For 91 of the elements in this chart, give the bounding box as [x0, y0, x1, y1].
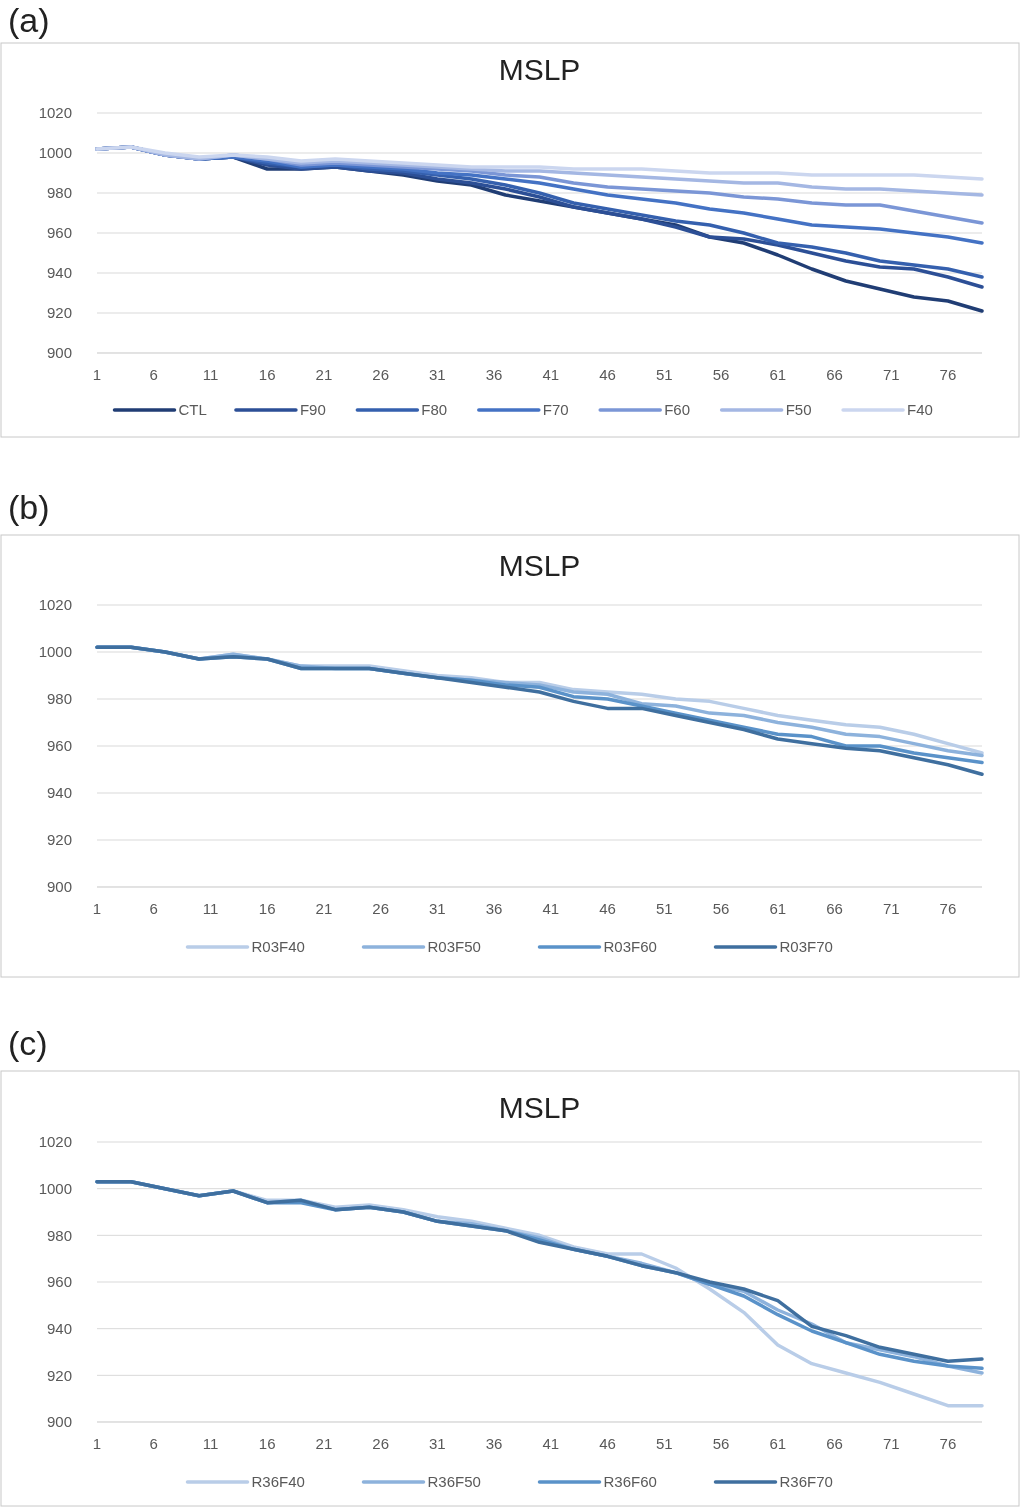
- x-tick-label: 21: [315, 1435, 333, 1453]
- legend-label: F80: [421, 401, 448, 419]
- x-tick-label: 26: [372, 900, 389, 918]
- y-tick-label: 960: [46, 224, 72, 242]
- x-tick-label: 6: [149, 1435, 158, 1453]
- legend-label: F60: [664, 401, 691, 419]
- x-tick-label: 61: [769, 900, 787, 918]
- chart-title: MSLP: [498, 549, 581, 582]
- text: (a): [8, 1, 50, 39]
- x-tick-label: 41: [542, 366, 560, 384]
- x-tick-label: 11: [202, 1435, 219, 1453]
- x-tick-label: 16: [258, 1435, 276, 1453]
- y-tick-label: 960: [46, 737, 72, 755]
- x-tick-label: 6: [149, 366, 158, 384]
- x-tick-label: 31: [429, 1435, 446, 1453]
- x-tick-label: 56: [712, 1435, 730, 1453]
- chart-title: MSLP: [498, 1091, 581, 1124]
- x-tick-label: 6: [149, 900, 158, 918]
- x-tick-label: 36: [485, 366, 503, 384]
- x-tick-label: 46: [599, 366, 616, 384]
- y-tick-label: 980: [46, 1226, 72, 1244]
- x-tick-label: 66: [826, 366, 843, 384]
- legend-label: R03F40: [251, 938, 305, 956]
- x-tick-label: 1: [92, 900, 102, 918]
- x-tick-label: 11: [202, 366, 219, 384]
- x-tick-label: 71: [882, 1435, 900, 1453]
- chart-title: MSLP: [498, 53, 581, 86]
- x-tick-label: 51: [655, 900, 673, 918]
- legend-label: CTL: [178, 401, 207, 419]
- y-tick-label: 1020: [38, 1133, 72, 1151]
- x-tick-label: 56: [712, 366, 730, 384]
- x-tick-label: 76: [939, 366, 957, 384]
- legend-label: F70: [542, 401, 569, 419]
- x-tick-label: 51: [655, 366, 673, 384]
- legend-label: R36F60: [603, 1473, 657, 1491]
- y-tick-label: 900: [46, 878, 72, 896]
- x-tick-label: 51: [655, 1435, 673, 1453]
- x-tick-label: 46: [599, 1435, 616, 1453]
- x-tick-label: 21: [315, 900, 333, 918]
- x-tick-label: 36: [485, 1435, 503, 1453]
- x-tick-label: 46: [599, 900, 616, 918]
- y-tick-label: 920: [46, 1366, 72, 1384]
- y-tick-label: 940: [46, 784, 72, 802]
- x-tick-label: 76: [939, 1435, 957, 1453]
- x-tick-label: 26: [372, 1435, 389, 1453]
- x-tick-label: 71: [882, 900, 900, 918]
- x-tick-label: 26: [372, 366, 389, 384]
- text: (b): [8, 488, 50, 526]
- x-tick-label: 36: [485, 900, 503, 918]
- x-tick-label: 76: [939, 900, 957, 918]
- y-tick-label: 1020: [38, 596, 72, 614]
- x-tick-label: 1: [92, 1435, 102, 1453]
- y-tick-label: 900: [46, 1413, 72, 1431]
- legend-label: F50: [785, 401, 812, 419]
- legend-label: R03F50: [427, 938, 481, 956]
- x-tick-label: 31: [429, 900, 446, 918]
- y-tick-label: 1000: [38, 144, 72, 162]
- x-tick-label: 11: [202, 900, 219, 918]
- x-tick-label: 56: [712, 900, 730, 918]
- x-tick-label: 41: [542, 900, 560, 918]
- legend-label: R03F70: [779, 938, 833, 956]
- legend-label: R36F70: [779, 1473, 833, 1491]
- x-tick-label: 31: [429, 366, 446, 384]
- x-tick-label: 61: [769, 366, 787, 384]
- y-tick-label: 920: [46, 831, 72, 849]
- x-tick-label: 1: [92, 366, 102, 384]
- y-tick-label: 960: [46, 1273, 72, 1291]
- y-tick-label: 980: [46, 690, 72, 708]
- y-tick-label: 940: [46, 264, 72, 282]
- y-tick-label: 940: [46, 1319, 72, 1337]
- x-tick-label: 41: [542, 1435, 560, 1453]
- legend-label: R36F40: [251, 1473, 305, 1491]
- y-tick-label: 980: [46, 184, 72, 202]
- legend-label: F90: [299, 401, 326, 419]
- legend-label: R36F50: [427, 1473, 481, 1491]
- text: (c): [8, 1024, 48, 1062]
- x-tick-label: 66: [826, 900, 843, 918]
- line-series: [95, 145, 984, 181]
- x-tick-label: 16: [258, 366, 276, 384]
- x-tick-label: 21: [315, 366, 333, 384]
- y-tick-label: 1000: [38, 643, 72, 661]
- x-tick-label: 61: [769, 1435, 787, 1453]
- y-tick-label: 1020: [38, 104, 72, 122]
- x-tick-label: 66: [826, 1435, 843, 1453]
- y-tick-label: 920: [46, 304, 72, 322]
- y-tick-label: 1000: [38, 1179, 72, 1197]
- legend-label: R03F60: [603, 938, 657, 956]
- y-tick-label: 900: [46, 344, 72, 362]
- legend-label: F40: [907, 401, 933, 419]
- x-tick-label: 71: [882, 366, 900, 384]
- x-tick-label: 16: [258, 900, 276, 918]
